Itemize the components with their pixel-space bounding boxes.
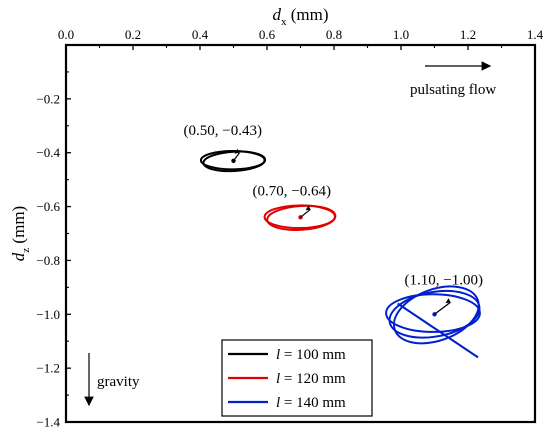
center-label: (1.10, −1.00) [405,272,483,288]
x-axis-label: dx (mm) [272,5,328,28]
legend-layer: l = 100 mm l = 120 mm l = 140 mm [221,339,373,417]
center-pointer [233,152,240,162]
center-label: (0.70, −0.64) [253,183,331,199]
orbit-trace [397,302,479,359]
y-tick-label: −0.2 [36,91,60,106]
axes-layer: 0.0 0.2 0.4 0.6 0.8 1.0 1.2 1.4 −0.2 −0.4 −0.6 −0.8… [9,5,544,430]
y-tick-label: −0.8 [36,253,60,268]
y-tick-label: −1.0 [36,307,60,322]
y-tick-label: −0.4 [36,145,60,160]
x-tick-label: 0.6 [259,27,276,42]
center-label: (0.50, −0.43) [184,123,262,139]
y-axis-label: dz (mm) [9,206,32,261]
orbit-loop [392,285,480,345]
y-tick-label: −1.2 [36,361,60,376]
x-tick-label: 1.4 [527,27,544,42]
orbit-loop [385,293,481,333]
x-tick-label: 1.2 [460,27,476,42]
legend-entry: l = 120 mm [276,371,346,387]
orbit-loop [266,204,337,231]
center-pointer-head [305,205,311,211]
annotation-layer: pulsating flow gravity [84,61,496,407]
x-tick-label: 1.0 [393,27,409,42]
x-tick-label: 0.2 [125,27,141,42]
flow-label: pulsating flow [410,82,496,98]
y-tick-label: −0.6 [36,199,60,214]
x-tick-label: 0.0 [58,27,74,42]
y-tick-label: −1.4 [36,415,60,430]
center-pointer-head [234,148,240,154]
orbit-loop [202,150,267,173]
x-tick-label: 0.8 [326,27,342,42]
center-pointer-head [445,298,451,304]
x-tick-label: 0.4 [192,27,209,42]
center-pointer [434,301,451,315]
legend-entry: l = 100 mm [276,347,346,363]
gravity-label: gravity [97,374,140,390]
data-layer: (0.50, −0.43) (0.70, −0.64) (1.10, −1.00) [184,123,483,359]
center-pointer [300,208,311,218]
legend-entry: l = 140 mm [276,395,346,411]
